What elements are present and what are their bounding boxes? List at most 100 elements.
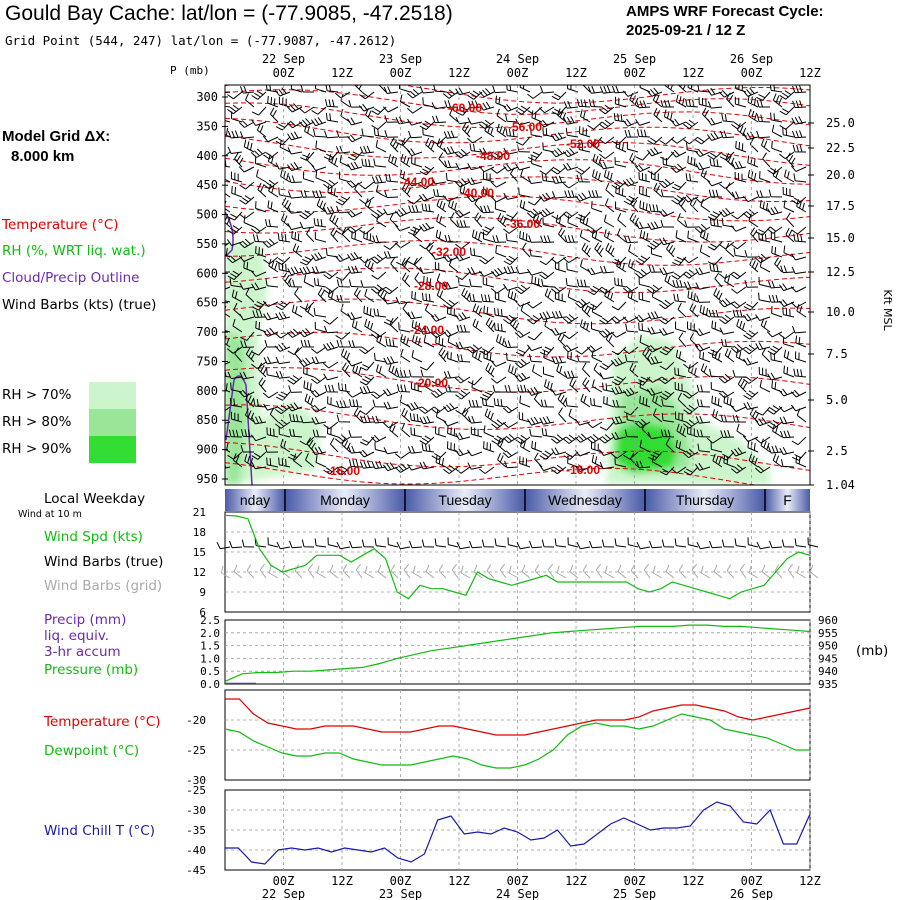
profile-wind-barb (371, 391, 387, 399)
profile-wind-barb (516, 384, 531, 393)
wind-barb-true (507, 537, 519, 548)
wind-chill-tick-label: -45 (186, 864, 206, 877)
profile-wind-barb (400, 153, 411, 168)
profile-wind-barb (682, 448, 699, 459)
profile-wind-barb (411, 349, 423, 363)
profile-wind-barb (304, 303, 315, 318)
pressure-tick-label: 700 (196, 325, 218, 339)
profile-wind-barb (238, 255, 255, 262)
profile-wind-barb (611, 376, 627, 386)
profile-wind-barb (491, 419, 507, 429)
profile-wind-barb (634, 314, 651, 323)
profile-wind-barb (639, 229, 651, 243)
profile-wind-barb (347, 265, 363, 274)
profile-wind-barb (522, 242, 531, 258)
profile-wind-barb (604, 288, 615, 303)
profile-wind-barb (755, 226, 771, 236)
height-tick-label: 1.04 (826, 478, 855, 492)
wind-barb-true (447, 537, 459, 548)
profile-wind-barb (364, 198, 375, 213)
bottom-time-tick: 00Z (390, 874, 412, 888)
profile-wind-barb (508, 364, 519, 378)
profile-wind-barb (225, 286, 231, 290)
profile-wind-barb (394, 207, 411, 217)
profile-wind-barb (408, 130, 423, 139)
profile-wind-barb (617, 212, 627, 228)
height-tick-label: 5.0 (826, 393, 848, 407)
profile-wind-barb (599, 421, 615, 431)
profile-wind-barb (610, 451, 627, 459)
rh-swatch-70 (89, 382, 136, 409)
profile-wind-barb (538, 106, 555, 114)
profile-wind-barb (455, 106, 471, 116)
profile-wind-barb (467, 266, 483, 275)
profile-wind-barb (275, 300, 291, 311)
profile-wind-barb (527, 314, 543, 325)
top-time-tick: 00Z (624, 66, 646, 80)
profile-wind-barb (505, 128, 519, 138)
profile-wind-barb (286, 162, 303, 172)
wind-speed-line (224, 514, 811, 600)
profile-wind-barb (576, 174, 591, 183)
profile-wind-barb (383, 356, 399, 365)
profile-wind-barb (359, 460, 375, 469)
profile-wind-barb (772, 424, 783, 438)
profile-wind-barb (303, 274, 315, 288)
profile-wind-barb (527, 386, 543, 396)
wind-tick-label: 6 (199, 606, 206, 619)
profile-wind-barb (263, 356, 279, 365)
wind-barb-true (314, 538, 327, 548)
profile-wind-barb (255, 245, 267, 258)
profile-wind-barb (425, 137, 435, 153)
profile-wind-barb (310, 389, 327, 398)
profile-wind-barb (240, 331, 255, 341)
profile-wind-barb (636, 460, 651, 469)
profile-wind-barb (313, 277, 327, 288)
profile-wind-barb (503, 211, 519, 221)
temp-axis: -30 -25 -20 (186, 714, 206, 787)
profile-wind-barb (422, 97, 435, 108)
profile-wind-barb (335, 145, 351, 154)
profile-wind-barb (358, 449, 375, 458)
profile-wind-barb (401, 182, 412, 198)
profile-wind-barb (364, 318, 375, 333)
rh-area-90 (614, 422, 678, 474)
profile-wind-barb (287, 375, 303, 385)
wind-barb-true (229, 540, 243, 549)
profile-wind-barb (718, 298, 735, 308)
profile-wind-barb (431, 376, 447, 386)
wind-tick-label: 18 (193, 526, 206, 539)
profile-wind-barb (567, 456, 579, 468)
profile-wind-barb (455, 341, 471, 350)
pressure-tick-label: 950 (818, 640, 838, 653)
profile-wind-barb (659, 299, 675, 310)
profile-wind-barb (582, 377, 591, 393)
pressure-tick-label: 940 (818, 665, 838, 678)
profile-wind-barb (622, 118, 639, 127)
profile-wind-barb (250, 434, 267, 442)
profile-wind-barb (388, 154, 399, 168)
profile-wind-barb (266, 457, 279, 468)
profile-wind-barb (790, 389, 807, 398)
profile-wind-barb (313, 308, 327, 318)
profile-wind-barb (792, 85, 807, 94)
profile-wind-barb (557, 332, 567, 348)
profile-wind-barb (647, 431, 663, 440)
rh-legend-80: RH > 80% (2, 414, 72, 430)
profile-wind-barb (562, 256, 579, 264)
profile-wind-barb (359, 145, 375, 154)
profile-wind-barb (694, 149, 711, 158)
profile-wind-barb (245, 347, 256, 363)
profile-wind-barb (748, 453, 759, 468)
profile-wind-barb (694, 224, 711, 234)
profile-wind-barb (623, 195, 639, 206)
profile-wind-barb (287, 131, 303, 141)
profile-wind-barb (443, 299, 459, 310)
profile-wind-barb (515, 434, 531, 445)
profile-wind-barb (265, 85, 279, 93)
model-grid-value: 8.000 km (11, 148, 75, 165)
profile-wind-barb (455, 241, 471, 249)
wind-barb-grid (700, 565, 711, 579)
profile-wind-barb (768, 189, 783, 198)
profile-wind-barb (768, 294, 783, 303)
